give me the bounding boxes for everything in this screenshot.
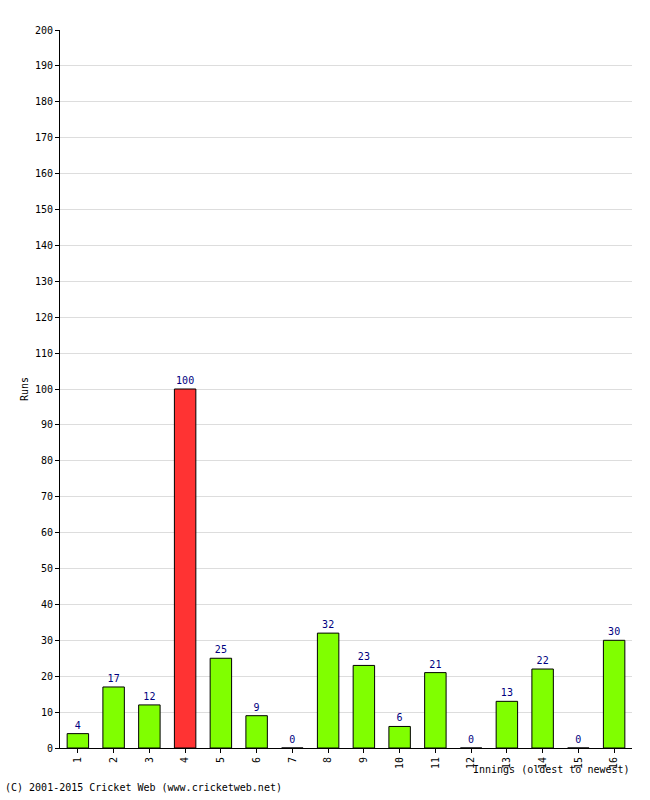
svg-text:170: 170 [35, 132, 53, 143]
svg-text:22: 22 [537, 655, 549, 666]
svg-text:150: 150 [35, 204, 53, 215]
svg-text:1: 1 [72, 757, 83, 763]
svg-text:100: 100 [35, 384, 53, 395]
svg-text:16: 16 [608, 757, 619, 769]
svg-text:25: 25 [215, 644, 227, 655]
svg-text:90: 90 [41, 419, 53, 430]
svg-text:0: 0 [468, 734, 474, 745]
svg-text:3: 3 [144, 757, 155, 763]
svg-text:160: 160 [35, 168, 53, 179]
svg-text:6: 6 [397, 712, 403, 723]
svg-text:32: 32 [322, 619, 334, 630]
svg-text:30: 30 [608, 626, 620, 637]
svg-text:130: 130 [35, 276, 53, 287]
svg-text:7: 7 [287, 757, 298, 763]
svg-text:13: 13 [501, 687, 513, 698]
svg-text:80: 80 [41, 455, 53, 466]
svg-text:200: 200 [35, 25, 53, 36]
svg-text:5: 5 [215, 757, 226, 763]
svg-text:11: 11 [430, 757, 441, 769]
svg-text:2: 2 [108, 757, 119, 763]
svg-text:110: 110 [35, 348, 53, 359]
svg-text:140: 140 [35, 240, 53, 251]
svg-text:14: 14 [537, 757, 548, 769]
svg-text:13: 13 [501, 757, 512, 769]
svg-text:0: 0 [289, 734, 295, 745]
svg-text:9: 9 [358, 757, 369, 763]
svg-text:10: 10 [41, 707, 53, 718]
svg-text:9: 9 [254, 702, 260, 713]
svg-text:0: 0 [575, 734, 581, 745]
svg-text:120: 120 [35, 312, 53, 323]
svg-text:12: 12 [143, 691, 155, 702]
svg-text:4: 4 [179, 757, 190, 763]
svg-text:180: 180 [35, 96, 53, 107]
svg-text:8: 8 [322, 757, 333, 763]
svg-text:6: 6 [251, 757, 262, 763]
svg-text:Innings (oldest to newest): Innings (oldest to newest) [473, 764, 630, 775]
svg-text:60: 60 [41, 527, 53, 538]
svg-text:12: 12 [465, 757, 476, 769]
svg-text:Runs: Runs [19, 377, 30, 401]
svg-text:10: 10 [394, 757, 405, 769]
svg-text:21: 21 [429, 659, 441, 670]
svg-text:20: 20 [41, 671, 53, 682]
svg-text:15: 15 [573, 757, 584, 769]
svg-text:23: 23 [358, 651, 370, 662]
svg-text:30: 30 [41, 635, 53, 646]
svg-text:17: 17 [108, 673, 120, 684]
svg-text:(C) 2001-2015 Cricket Web (www: (C) 2001-2015 Cricket Web (www.cricketwe… [5, 782, 282, 793]
svg-text:40: 40 [41, 599, 53, 610]
svg-text:70: 70 [41, 491, 53, 502]
svg-text:50: 50 [41, 563, 53, 574]
svg-text:4: 4 [75, 720, 81, 731]
svg-text:190: 190 [35, 60, 53, 71]
svg-text:0: 0 [47, 743, 53, 754]
svg-text:100: 100 [176, 375, 194, 386]
